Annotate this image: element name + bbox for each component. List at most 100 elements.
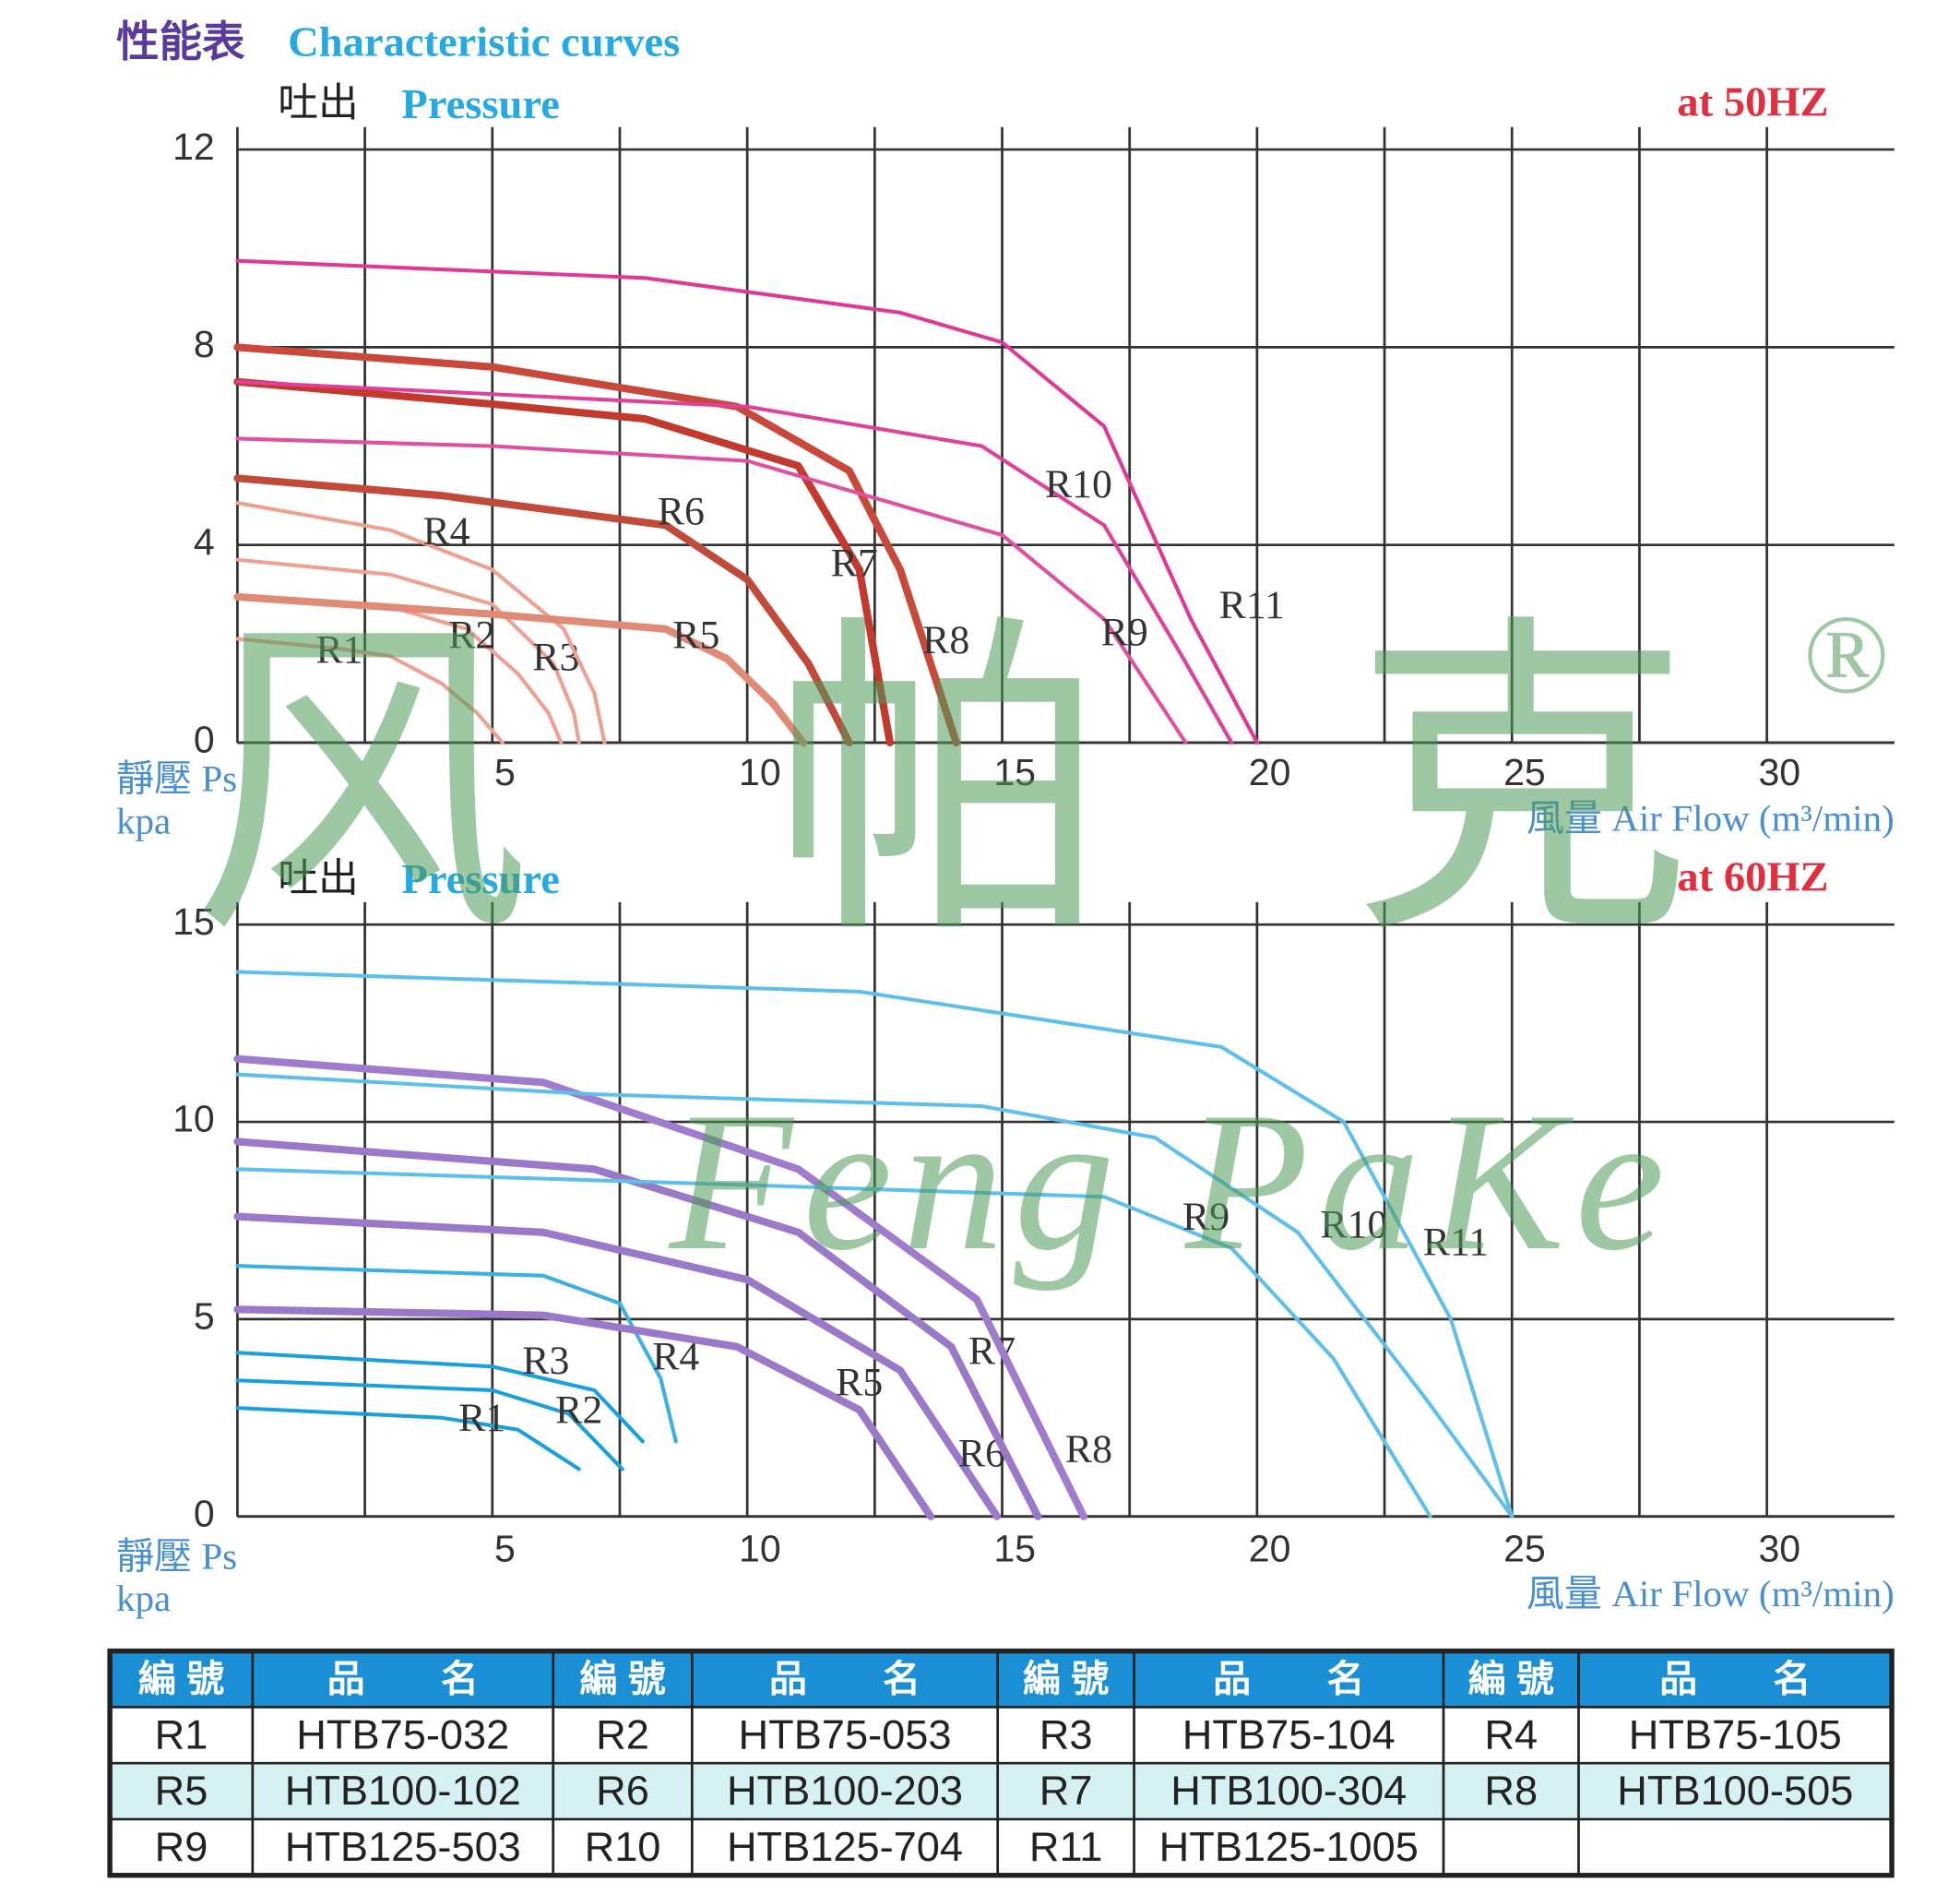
curve xyxy=(235,1167,1432,1519)
curve xyxy=(233,474,853,747)
table: 編 號 品 名 編 號 品 名 編 號 品 名 編 號 品 名 R1 HTB75-032 R2 HTB… xyxy=(107,1648,1895,1878)
curve-label: R6 xyxy=(658,490,705,534)
column-header: 品 名 xyxy=(1213,1658,1364,1700)
curve-label: R10 xyxy=(1320,1203,1387,1247)
table-cell: R8 xyxy=(1484,1767,1538,1814)
curve xyxy=(235,970,1515,1519)
y-label: 靜壓 Ps xyxy=(116,758,237,800)
row-band xyxy=(110,1763,1893,1819)
curve xyxy=(235,1406,581,1471)
watermark-cn: 风帕克 xyxy=(189,601,1931,972)
y-tick-label: 0 xyxy=(194,1493,215,1535)
x-tick-label: 15 xyxy=(993,751,1036,793)
table-cell: HTB75-053 xyxy=(739,1711,952,1758)
curve xyxy=(235,436,1188,745)
curve-label: R2 xyxy=(555,1388,602,1433)
title-en: Pressure xyxy=(401,855,559,902)
frequency: at 50HZ xyxy=(1677,78,1828,125)
table-cell: R2 xyxy=(596,1711,649,1758)
x-tick-label: 25 xyxy=(1503,1528,1546,1570)
curve xyxy=(235,1378,624,1471)
y-tick-label: 0 xyxy=(194,719,215,761)
y-tick-label: 4 xyxy=(194,521,215,564)
column-header: 品 名 xyxy=(1659,1658,1811,1700)
title-zh: 吐出 xyxy=(278,857,359,901)
curve-label: R7 xyxy=(831,542,878,586)
x-tick-label: 20 xyxy=(1249,1528,1291,1570)
column-header: 編 號 xyxy=(138,1658,225,1700)
table-cell: HTB125-704 xyxy=(727,1823,963,1870)
table-cell: R6 xyxy=(596,1767,649,1814)
x-tick-label: 30 xyxy=(1758,1528,1800,1570)
curve xyxy=(235,1264,678,1444)
curve-label: R5 xyxy=(836,1361,883,1405)
header-zh: 性能表 xyxy=(116,18,245,66)
table-cell: HTB75-104 xyxy=(1182,1711,1396,1758)
table-cell: R9 xyxy=(155,1823,208,1870)
curve-label: R10 xyxy=(1045,462,1112,506)
curve-label: R11 xyxy=(1423,1221,1489,1265)
column-header: 編 號 xyxy=(579,1658,666,1700)
table-cell: R10 xyxy=(585,1823,661,1870)
x-tick-label: 20 xyxy=(1249,751,1291,793)
curve xyxy=(235,557,581,745)
chart: 0 5 10 15 5 10 15 20 25 30 吐出 Pressure at 60HZ 靜壓 Psk… xyxy=(116,853,1895,1619)
column-header: 品 名 xyxy=(769,1658,921,1700)
header-row xyxy=(110,1650,1893,1708)
curve xyxy=(233,592,808,747)
y-unit: kpa xyxy=(116,801,171,842)
table-border xyxy=(107,1648,1895,1878)
table-cell: R11 xyxy=(1029,1823,1103,1870)
y-tick-label: 10 xyxy=(172,1098,215,1140)
x-tick-label: 5 xyxy=(494,751,516,793)
curve-label: R8 xyxy=(922,618,969,662)
curve xyxy=(233,1305,935,1520)
table-cell: HTB125-503 xyxy=(285,1823,521,1870)
curve-label: R9 xyxy=(1182,1195,1229,1239)
y-label: 靜壓 Ps xyxy=(116,1536,237,1578)
curve-label: R1 xyxy=(315,628,362,673)
watermark: 风帕克 Feng PaKe ® xyxy=(189,593,1931,1292)
x-label: 風量 Air Flow (m³/min) xyxy=(1526,1573,1895,1614)
y-unit: kpa xyxy=(116,1578,171,1619)
x-tick-label: 25 xyxy=(1503,751,1546,793)
table-cell: R3 xyxy=(1039,1711,1093,1758)
curve xyxy=(233,377,894,747)
curve-label: R4 xyxy=(422,509,469,554)
header-en: Characteristic curves xyxy=(288,18,680,66)
curve xyxy=(233,343,960,747)
y-tick-label: 8 xyxy=(194,323,215,365)
title-zh: 吐出 xyxy=(278,81,359,125)
curve-label: R2 xyxy=(448,613,495,658)
x-tick-label: 15 xyxy=(993,1528,1036,1570)
frequency: at 60HZ xyxy=(1677,853,1828,900)
curve-label: R3 xyxy=(522,1339,569,1383)
table-cell: HTB100-505 xyxy=(1617,1767,1853,1814)
curve-label: R5 xyxy=(672,613,719,658)
curve xyxy=(233,1138,1042,1520)
x-tick-label: 5 xyxy=(494,1528,516,1570)
table-cell: R1 xyxy=(155,1711,208,1758)
table-cell: R5 xyxy=(155,1767,208,1814)
table-cell: HTB125-1005 xyxy=(1159,1823,1419,1870)
curve-label: R1 xyxy=(458,1396,505,1440)
y-tick-label: 5 xyxy=(194,1295,215,1338)
x-label: 風量 Air Flow (m³/min) xyxy=(1526,798,1895,840)
curve xyxy=(235,501,607,745)
curve xyxy=(233,1212,1002,1520)
watermark-en: Feng PaKe xyxy=(668,1071,1675,1292)
curve xyxy=(235,1072,1515,1519)
chart: 0 4 8 12 5 10 15 20 25 30 吐出 Pressure at 50HZ 靜壓 Pskp… xyxy=(116,78,1895,842)
table-cell: HTB75-105 xyxy=(1629,1711,1842,1758)
column-header: 編 號 xyxy=(1467,1658,1554,1700)
curve xyxy=(235,258,1259,745)
curve xyxy=(235,1351,645,1444)
curve-label: R9 xyxy=(1101,611,1148,655)
x-tick-label: 10 xyxy=(739,1528,781,1570)
column-header: 編 號 xyxy=(1023,1658,1110,1700)
curve xyxy=(235,637,505,745)
y-tick-label: 12 xyxy=(172,125,215,168)
watermark-mark: ® xyxy=(1803,593,1890,717)
curve xyxy=(235,379,1234,745)
x-tick-label: 10 xyxy=(739,751,781,793)
